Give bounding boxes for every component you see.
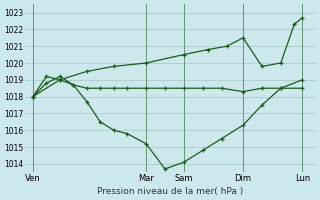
X-axis label: Pression niveau de la mer( hPa ): Pression niveau de la mer( hPa ) — [97, 187, 244, 196]
